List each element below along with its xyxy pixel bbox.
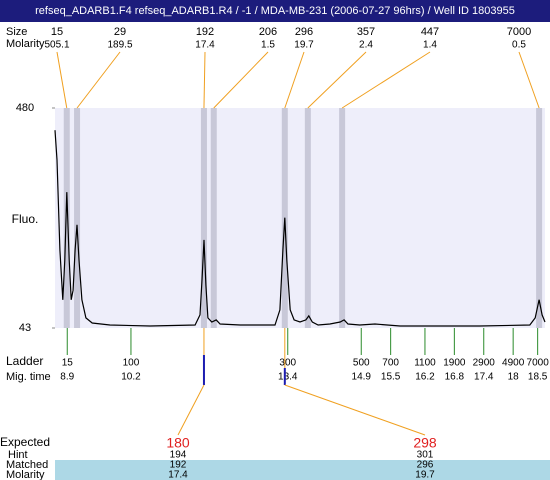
ladder-size: 1100 bbox=[414, 358, 436, 369]
y-tick-label: 43 bbox=[19, 322, 31, 334]
ladder-size: 4900 bbox=[502, 358, 525, 369]
ladder-time: 16.8 bbox=[445, 372, 465, 383]
ladder-time: 14.9 bbox=[352, 372, 372, 383]
matched-molarity: 17.4 bbox=[168, 470, 188, 480]
row-label: Molarity bbox=[6, 469, 45, 480]
hint-size: 194 bbox=[170, 450, 187, 461]
peak-molarity: 17.4 bbox=[195, 40, 215, 51]
peak-band bbox=[74, 108, 81, 328]
peak-connector bbox=[76, 51, 121, 109]
peak-band bbox=[536, 108, 543, 328]
row-label: Ladder bbox=[6, 354, 43, 368]
peak-molarity: 2.4 bbox=[359, 40, 373, 51]
peak-band bbox=[339, 108, 346, 328]
ladder-size: 700 bbox=[382, 358, 399, 369]
ladder-size: 1900 bbox=[443, 358, 466, 369]
peak-molarity: 1.5 bbox=[261, 40, 275, 51]
peak-connector bbox=[213, 51, 269, 109]
ladder-size: 15 bbox=[62, 358, 74, 369]
peak-size: 357 bbox=[357, 26, 375, 38]
plot-area bbox=[55, 108, 545, 328]
ladder-time: 17.4 bbox=[474, 372, 494, 383]
row-label: Size bbox=[6, 26, 27, 38]
peak-connector bbox=[284, 51, 305, 109]
peak-connector bbox=[341, 51, 431, 109]
peak-size: 206 bbox=[259, 26, 277, 38]
trace bbox=[54, 130, 546, 327]
matched-molarity: 19.7 bbox=[415, 470, 435, 480]
expected-size: 180 bbox=[166, 435, 190, 451]
matched-size: 192 bbox=[170, 460, 187, 471]
matched-size: 296 bbox=[417, 460, 434, 471]
peak-connector bbox=[203, 51, 206, 109]
peak-size: 296 bbox=[295, 26, 313, 38]
peak-size: 7000 bbox=[507, 26, 531, 38]
peak-connector bbox=[307, 51, 367, 109]
ladder-size: 100 bbox=[123, 358, 140, 369]
row-label: Matched bbox=[6, 459, 48, 471]
row-label: Hint bbox=[8, 449, 28, 461]
peak-band bbox=[200, 108, 207, 328]
y-tick-label: 480 bbox=[16, 102, 34, 114]
row-label: Mig. time bbox=[6, 371, 51, 383]
peak-connector bbox=[56, 51, 68, 109]
row-label: Molarity bbox=[6, 38, 45, 50]
peak-connector bbox=[518, 51, 540, 109]
title: refseq_ADARB1.F4 refseq_ADARB1.R4 / -1 /… bbox=[35, 5, 515, 17]
ladder-size: 300 bbox=[279, 358, 296, 369]
peak-band bbox=[210, 108, 217, 328]
peak-size: 447 bbox=[421, 26, 439, 38]
peak-molarity: 505.1 bbox=[44, 40, 69, 51]
peak-molarity: 19.7 bbox=[294, 40, 314, 51]
ladder-time: 18.5 bbox=[528, 372, 548, 383]
title-bar bbox=[0, 0, 550, 22]
peak-size: 29 bbox=[114, 26, 126, 38]
peak-molarity: 1.4 bbox=[423, 40, 437, 51]
peak-molarity: 189.5 bbox=[107, 40, 132, 51]
ladder-time: 18 bbox=[508, 372, 520, 383]
expected-connector bbox=[177, 384, 205, 436]
peak-size: 192 bbox=[196, 26, 214, 38]
ladder-size: 500 bbox=[353, 358, 370, 369]
ladder-time: 15.5 bbox=[381, 372, 401, 383]
ladder-time: 16.2 bbox=[415, 372, 435, 383]
expected-size: 298 bbox=[413, 435, 437, 451]
expected-connector bbox=[284, 384, 426, 436]
y-axis-label: Fluo. bbox=[12, 212, 39, 226]
peak-molarity: 0.5 bbox=[512, 40, 526, 51]
ladder-time: 8.9 bbox=[60, 372, 74, 383]
peak-size: 15 bbox=[51, 26, 63, 38]
matched-band bbox=[55, 460, 550, 480]
peak-band bbox=[304, 108, 311, 328]
ladder-size: 7000 bbox=[527, 358, 550, 369]
hint-size: 301 bbox=[417, 450, 434, 461]
row-label: Expected bbox=[0, 435, 50, 449]
ladder-time: 10.2 bbox=[121, 372, 141, 383]
ladder-size: 2900 bbox=[473, 358, 496, 369]
peak-band bbox=[63, 108, 70, 328]
ladder-time: 13.4 bbox=[278, 372, 298, 383]
